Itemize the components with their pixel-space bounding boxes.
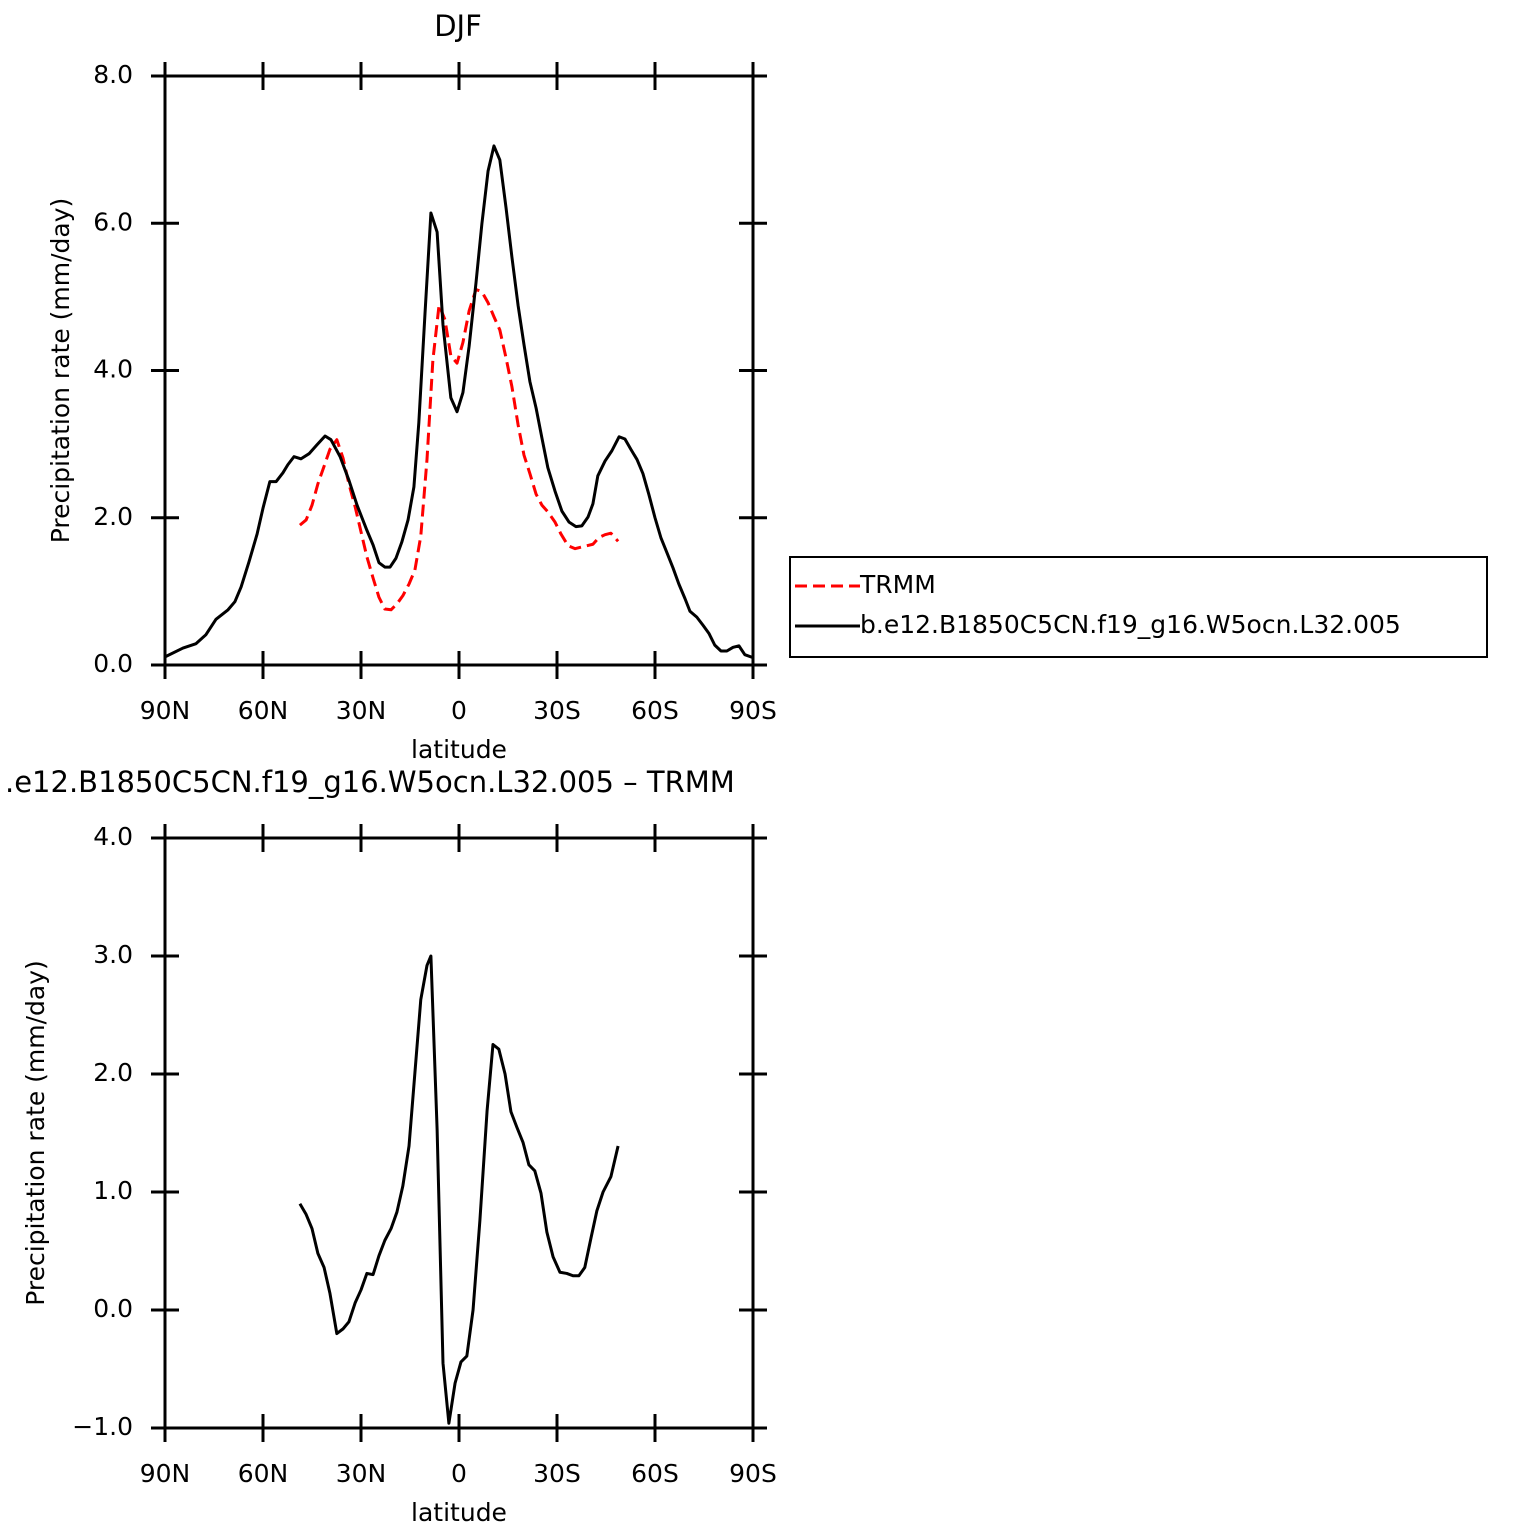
y-tick-label: 4.0 [93, 822, 133, 851]
y-tick-label: 3.0 [93, 940, 133, 969]
plot-frame [163, 74, 755, 667]
data-line [298, 288, 620, 612]
y-axis-label: Precipitation rate (mm/day) [46, 198, 75, 544]
y-tick-label: 6.0 [93, 207, 133, 236]
y-tick-label: −1.0 [72, 1412, 133, 1441]
x-tick-label: 60N [238, 1459, 289, 1488]
x-tick-label: 0 [451, 696, 467, 725]
data-line [298, 954, 620, 1425]
legend-label: b.e12.B1850C5CN.f19_g16.W5ocn.L32.005 [860, 610, 1401, 639]
y-axis-label: Precipitation rate (mm/day) [21, 960, 50, 1306]
x-tick-label: 30S [533, 1459, 581, 1488]
x-tick-label: 90S [729, 696, 777, 725]
y-tick-label: 0.0 [93, 1294, 133, 1323]
x-tick-label: 90S [729, 1459, 777, 1488]
x-tick-label: 30N [336, 1459, 387, 1488]
legend-box [789, 556, 1488, 658]
x-axis-label: latitude [411, 1498, 507, 1527]
x-tick-label: 60S [631, 696, 679, 725]
chart-title: .e12.B1850C5CN.f19_g16.W5ocn.L32.005 – T… [5, 765, 735, 799]
x-tick-label: 30N [336, 696, 387, 725]
legend-label: TRMM [859, 570, 936, 599]
x-tick-label: 60N [238, 696, 289, 725]
y-tick-label: 2.0 [93, 502, 133, 531]
data-line [164, 144, 754, 660]
x-tick-label: 90N [140, 1459, 191, 1488]
y-tick-label: 8.0 [93, 60, 133, 89]
x-tick-label: 0 [451, 1459, 467, 1488]
y-tick-label: 2.0 [93, 1058, 133, 1087]
x-tick-label: 30S [533, 696, 581, 725]
x-tick-label: 60S [631, 1459, 679, 1488]
plot-frame [163, 836, 755, 1430]
chart-title: DJF [434, 9, 482, 43]
y-tick-label: 1.0 [93, 1176, 133, 1205]
x-tick-label: 90N [140, 696, 191, 725]
y-tick-label: 0.0 [93, 649, 133, 678]
y-tick-label: 4.0 [93, 355, 133, 384]
x-axis-label: latitude [411, 735, 507, 764]
